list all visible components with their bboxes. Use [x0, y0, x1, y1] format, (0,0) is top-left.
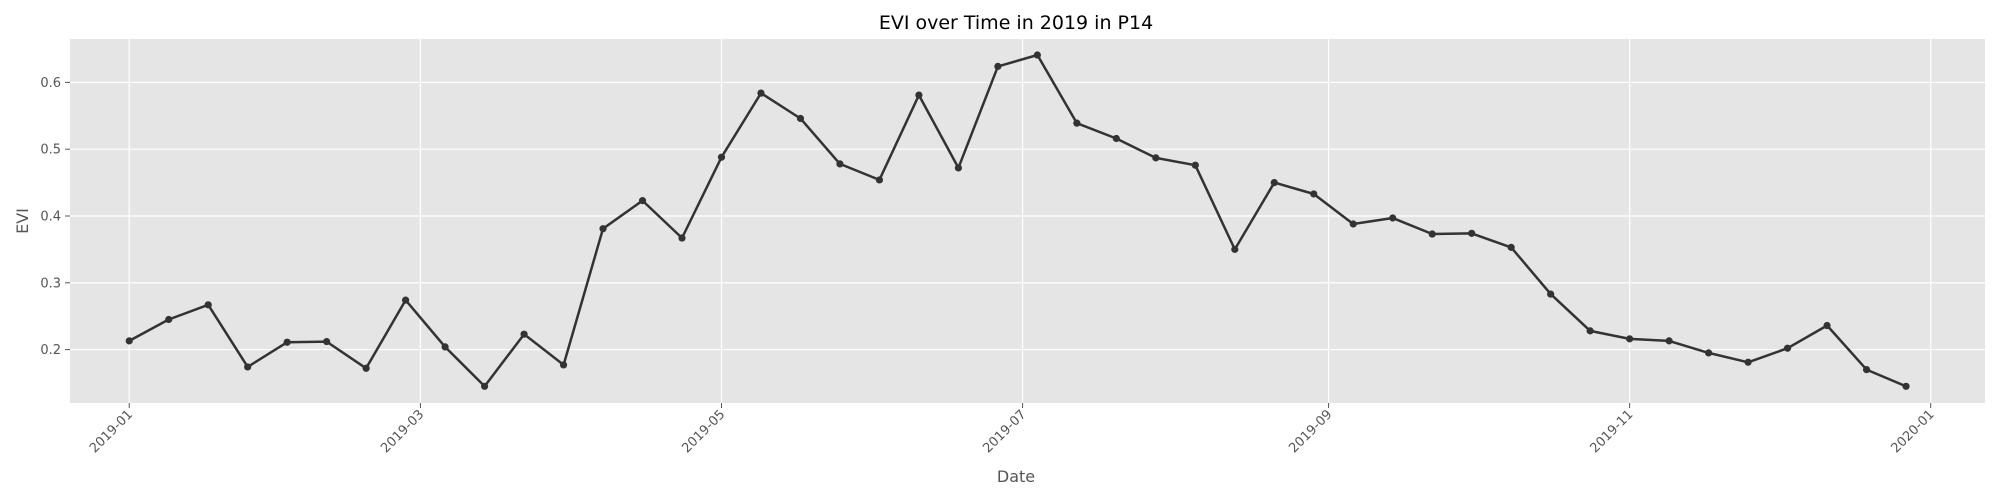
evi-data-point — [1744, 358, 1752, 366]
x-tick-label: 2019-05 — [679, 407, 728, 456]
evi-data-point — [1349, 220, 1357, 228]
x-tick-label: 2019-11 — [1587, 407, 1636, 456]
evi-data-point — [717, 153, 726, 161]
evi-data-point — [1626, 335, 1634, 343]
evi-data-point — [1033, 51, 1041, 59]
evi-data-point — [1823, 321, 1831, 330]
evi-data-point — [520, 330, 528, 338]
evi-data-point — [1073, 119, 1081, 127]
evi-data-point — [678, 234, 686, 242]
evi-data-point — [283, 338, 291, 346]
evi-data-point — [1389, 214, 1397, 222]
evi-data-point — [1152, 154, 1160, 162]
evi-data-point — [204, 301, 212, 309]
evi-data-point — [836, 160, 844, 168]
evi-data-point — [1112, 134, 1120, 143]
evi-data-point — [954, 164, 963, 172]
y-axis-label: EVI — [13, 208, 32, 234]
series — [125, 51, 1910, 390]
evi-data-point — [1428, 230, 1436, 238]
evi-data-point — [1468, 229, 1476, 237]
evi-data-point — [1705, 349, 1713, 357]
evi-data-point — [1783, 344, 1792, 352]
evi-data-point — [796, 114, 805, 123]
evi-data-point — [480, 382, 489, 390]
evi-data-point — [757, 89, 765, 97]
x-tick-label: 2019-03 — [378, 407, 427, 456]
chart-title: EVI over Time in 2019 in P14 — [879, 12, 1153, 34]
evi-data-point — [1547, 290, 1555, 298]
evi-data-point — [599, 225, 607, 233]
y-tick-label: 0.2 — [40, 343, 61, 358]
evi-data-point — [559, 361, 568, 369]
evi-data-point — [638, 197, 647, 205]
x-tick-label: 2020-01 — [1889, 407, 1938, 456]
x-tick-label: 2019-01 — [87, 407, 136, 456]
evi-data-point — [1902, 382, 1910, 390]
evi-data-point — [244, 363, 252, 371]
x-axis-label: Date — [997, 467, 1035, 486]
evi-data-point — [125, 337, 133, 345]
y-tick-label: 0.6 — [40, 76, 61, 91]
evi-data-point — [165, 315, 173, 324]
evi-series-line — [128, 53, 1907, 388]
y-tick-label: 0.5 — [40, 143, 61, 158]
evi-data-point — [1191, 161, 1199, 169]
grid-lines — [70, 39, 1985, 403]
evi-data-point — [323, 337, 331, 346]
evi-data-point — [1231, 245, 1239, 253]
evi-data-point — [402, 296, 410, 304]
x-tick-label: 2019-07 — [980, 407, 1029, 456]
evi-data-point — [875, 176, 884, 184]
y-tick-label: 0.4 — [40, 209, 61, 224]
evi-data-point — [1270, 178, 1278, 187]
evi-data-point — [1586, 327, 1594, 335]
evi-data-point — [441, 343, 449, 351]
y-tick-label: 0.3 — [40, 276, 61, 291]
evi-data-point — [1862, 366, 1871, 374]
evi-data-point — [362, 364, 370, 372]
evi-data-point — [1310, 190, 1318, 198]
evi-data-point — [994, 62, 1002, 70]
evi-data-point — [1665, 337, 1673, 345]
x-tick-label: 2019-09 — [1286, 407, 1335, 456]
evi-data-point — [915, 91, 923, 99]
evi-data-point — [1507, 243, 1515, 251]
